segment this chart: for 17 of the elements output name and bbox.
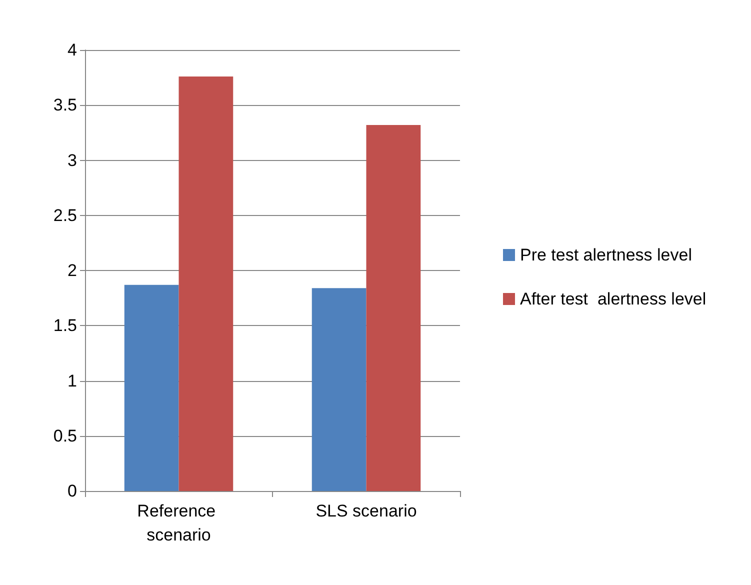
legend-label: Pre test alertness level [520, 246, 692, 264]
legend-label: After test alertness level [520, 290, 706, 308]
y-tick-label: 0 [68, 482, 77, 500]
x-tick-label: SLS scenario [316, 502, 417, 520]
bar [178, 76, 234, 491]
y-tick-label: 2 [68, 261, 77, 280]
y-tick-label: 1.5 [53, 316, 77, 336]
y-tick-label: 0.5 [53, 426, 77, 446]
y-tick-label: 1 [68, 371, 77, 390]
y-tick-label: 4 [68, 40, 77, 60]
y-tick-label: 3 [68, 150, 77, 170]
x-tick-label: Reference scenario [137, 502, 220, 544]
y-tick-label: 2.5 [53, 206, 77, 225]
y-tick-label: 3.5 [53, 96, 77, 115]
bar [312, 288, 366, 491]
bar [366, 124, 421, 491]
bar [124, 284, 179, 491]
